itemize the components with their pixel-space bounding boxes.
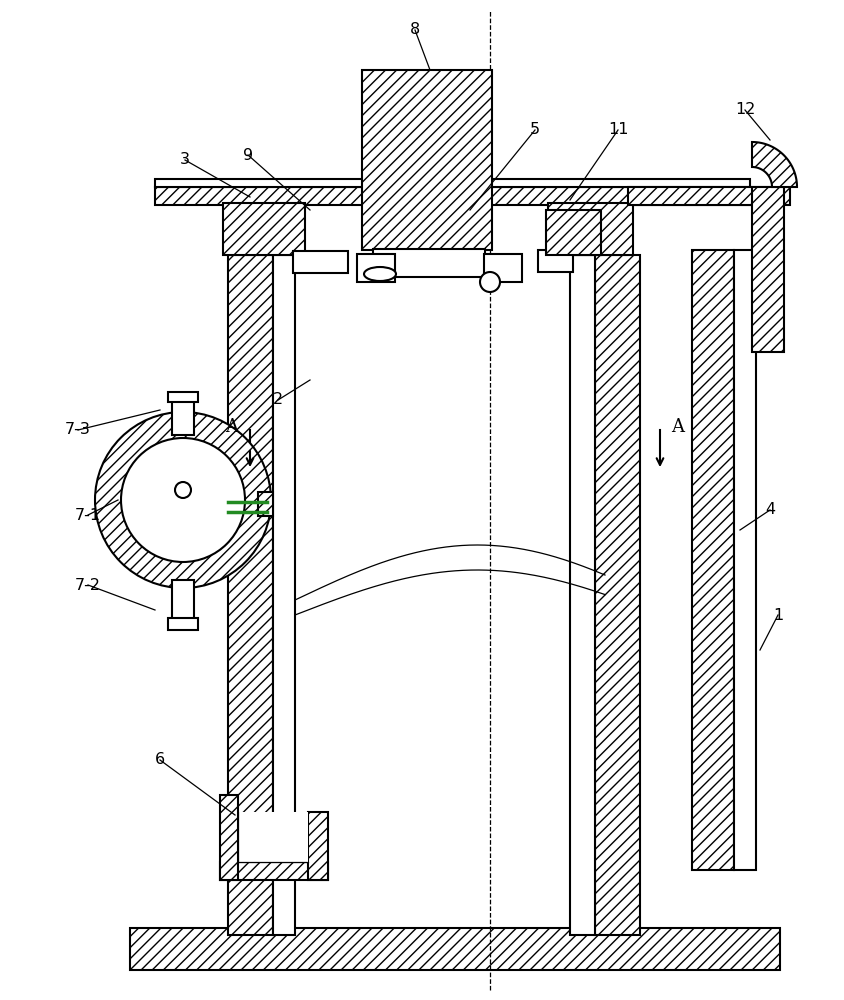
Text: 3: 3	[180, 152, 190, 167]
Bar	[538, 250, 573, 272]
Circle shape	[121, 438, 245, 562]
Bar	[238, 812, 308, 862]
Text: 7-3: 7-3	[65, 422, 91, 438]
Text: 4: 4	[765, 502, 775, 518]
Text: 9: 9	[243, 147, 253, 162]
Bar	[308, 812, 328, 880]
Text: 11: 11	[608, 122, 628, 137]
Bar	[548, 203, 633, 255]
Text: 8: 8	[410, 22, 420, 37]
Text: 5: 5	[530, 122, 540, 137]
Bar	[168, 392, 198, 402]
Bar	[546, 210, 601, 255]
Bar	[273, 255, 295, 935]
Bar	[752, 187, 784, 352]
Bar	[362, 70, 492, 250]
Bar	[220, 862, 328, 880]
Bar	[692, 250, 734, 870]
Bar	[734, 250, 756, 870]
Polygon shape	[752, 142, 797, 187]
Text: 6: 6	[155, 752, 165, 768]
Bar	[168, 618, 198, 630]
Bar	[155, 179, 750, 187]
Bar	[223, 203, 305, 255]
Bar	[293, 251, 348, 273]
Circle shape	[175, 482, 191, 498]
Bar	[570, 255, 595, 935]
Bar	[373, 249, 485, 277]
Text: A: A	[672, 418, 684, 436]
Bar	[228, 255, 273, 935]
Text: 1: 1	[773, 607, 783, 622]
Bar	[155, 187, 750, 205]
Bar	[172, 580, 194, 620]
Circle shape	[95, 412, 271, 588]
Text: A: A	[225, 418, 239, 436]
Bar	[595, 255, 640, 935]
Text: 2: 2	[273, 392, 283, 408]
Ellipse shape	[364, 267, 396, 281]
Circle shape	[480, 272, 500, 292]
Bar	[628, 187, 790, 205]
Bar	[172, 400, 194, 435]
Bar	[130, 928, 780, 970]
Bar	[484, 254, 522, 282]
Bar	[258, 492, 273, 516]
Bar	[357, 254, 395, 282]
Text: 7-1: 7-1	[75, 508, 101, 522]
Bar	[220, 795, 238, 880]
Text: 12: 12	[735, 103, 755, 117]
Text: 7-2: 7-2	[75, 578, 101, 592]
